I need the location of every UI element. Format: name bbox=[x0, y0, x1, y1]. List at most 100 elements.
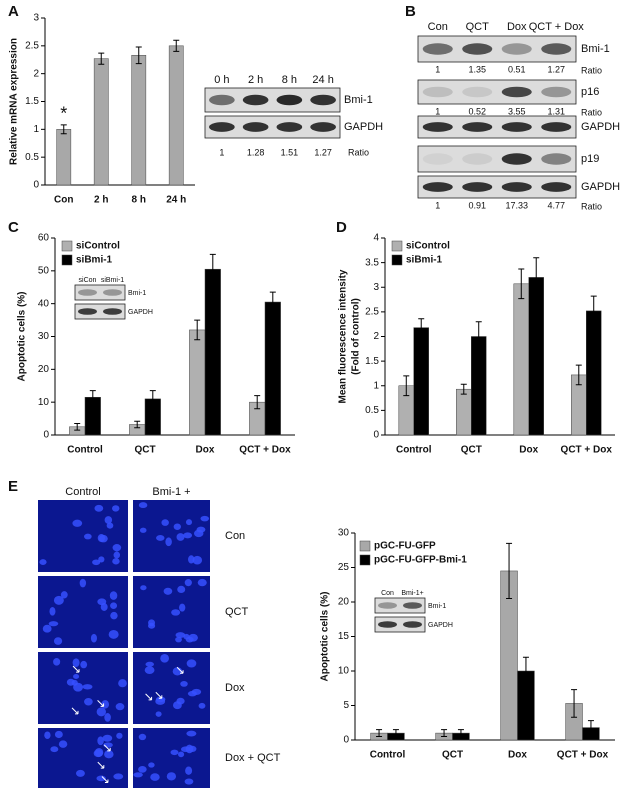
y-tick-label: 1.5 bbox=[365, 356, 379, 367]
nucleus bbox=[138, 733, 147, 741]
ratio: 1.51 bbox=[281, 147, 299, 157]
column-label: Control bbox=[65, 486, 100, 498]
nucleus bbox=[94, 747, 104, 757]
nucleus bbox=[172, 667, 183, 676]
y-tick-label: 3 bbox=[373, 282, 379, 293]
error-bar bbox=[392, 729, 399, 738]
error-bar bbox=[254, 395, 261, 410]
nucleus bbox=[139, 527, 147, 533]
nucleus bbox=[104, 750, 114, 759]
blot-band bbox=[541, 122, 572, 132]
nucleus bbox=[183, 532, 193, 539]
y-tick-label: 1.5 bbox=[25, 96, 39, 107]
nucleus bbox=[49, 607, 56, 616]
micrograph bbox=[133, 652, 210, 724]
nucleus bbox=[72, 519, 83, 527]
error-bar bbox=[98, 52, 105, 65]
nucleus bbox=[133, 772, 143, 778]
band-label: Bmi-1 bbox=[344, 94, 373, 106]
legend-label: siBmi-1 bbox=[76, 255, 113, 266]
panel-label: D bbox=[336, 219, 347, 236]
nucleus bbox=[178, 751, 185, 758]
blot-band bbox=[378, 602, 397, 609]
legend-label: siControl bbox=[406, 241, 450, 252]
nucleus bbox=[170, 749, 179, 756]
arrow bbox=[103, 744, 111, 752]
ratio: 1.28 bbox=[247, 147, 265, 157]
y-tick-label: 5 bbox=[343, 700, 349, 711]
panel-label: A bbox=[8, 3, 19, 20]
blot-band bbox=[462, 153, 493, 165]
ratio: 3.55 bbox=[508, 106, 526, 116]
ratio: 1 bbox=[435, 64, 440, 74]
x-tick-label: Control bbox=[67, 445, 103, 456]
y-axis-label: (Fold of control) bbox=[351, 298, 362, 375]
nucleus bbox=[198, 702, 206, 709]
y-tick-label: 3.5 bbox=[365, 257, 379, 268]
nucleus bbox=[75, 769, 85, 777]
y-tick-label: 40 bbox=[38, 298, 50, 309]
nucleus bbox=[138, 765, 147, 773]
ratio: 17.33 bbox=[505, 200, 528, 210]
nucleus bbox=[39, 559, 47, 566]
micrograph bbox=[38, 728, 128, 788]
y-tick-label: 20 bbox=[338, 597, 350, 608]
x-tick-label: Dox bbox=[519, 445, 538, 456]
arrow bbox=[97, 700, 105, 707]
ratio-label: Ratio bbox=[348, 147, 369, 157]
blot-band bbox=[209, 94, 235, 106]
blot-band bbox=[422, 43, 453, 55]
y-tick-label: 2.5 bbox=[25, 40, 39, 51]
nucleus bbox=[155, 711, 162, 717]
panel-label: E bbox=[8, 478, 18, 495]
bar bbox=[204, 268, 221, 436]
legend-swatch bbox=[391, 254, 403, 266]
nucleus bbox=[113, 551, 121, 559]
y-tick-label: 50 bbox=[38, 265, 50, 276]
nucleus bbox=[101, 700, 110, 709]
nucleus bbox=[104, 713, 111, 722]
inset-lane-label: Con bbox=[381, 590, 394, 597]
inset-band-label: Bmi-1 bbox=[428, 603, 446, 610]
nucleus bbox=[108, 629, 119, 639]
nucleus bbox=[200, 515, 210, 522]
ratio: 1.27 bbox=[314, 147, 332, 157]
blot-band bbox=[103, 289, 122, 296]
nucleus bbox=[148, 762, 155, 768]
bar bbox=[456, 388, 472, 436]
inset-band-label: Bmi-1 bbox=[128, 290, 146, 297]
inset-lane-label: siCon bbox=[79, 277, 97, 284]
ratio: 4.77 bbox=[547, 200, 565, 210]
legend-label: pGC-FU-GFP bbox=[374, 541, 436, 552]
ratio: 1.27 bbox=[547, 64, 565, 74]
blot-band bbox=[103, 308, 122, 315]
inset-band-label: GAPDH bbox=[128, 309, 153, 316]
y-tick-label: 10 bbox=[338, 666, 350, 677]
error-bar bbox=[173, 39, 180, 52]
blot-band bbox=[310, 94, 336, 106]
lane-label: 2 h bbox=[248, 74, 263, 86]
blot-band bbox=[242, 94, 269, 106]
error-bar bbox=[590, 295, 597, 327]
x-tick-label: QCT + Dox bbox=[557, 750, 609, 761]
row-label: Dox bbox=[225, 682, 245, 694]
ratio-label: Ratio bbox=[581, 107, 602, 117]
nucleus bbox=[173, 701, 182, 710]
band-label: p19 bbox=[581, 153, 599, 165]
column-label: Bmi-1 + bbox=[152, 486, 190, 498]
legend-swatch bbox=[391, 240, 403, 252]
nucleus bbox=[44, 731, 51, 739]
blot-band bbox=[541, 153, 572, 165]
nucleus bbox=[144, 666, 155, 675]
blot-strip bbox=[204, 115, 341, 139]
row-label: Dox + QCT bbox=[225, 752, 281, 764]
nucleus bbox=[177, 585, 186, 594]
error-bar bbox=[209, 253, 216, 285]
error-bar bbox=[418, 318, 425, 337]
band-label: GAPDH bbox=[581, 181, 620, 193]
bar bbox=[131, 55, 147, 186]
x-tick-label: Dox bbox=[196, 445, 215, 456]
nucleus bbox=[156, 534, 165, 541]
ratio: 1.31 bbox=[547, 106, 565, 116]
nucleus bbox=[171, 609, 181, 616]
